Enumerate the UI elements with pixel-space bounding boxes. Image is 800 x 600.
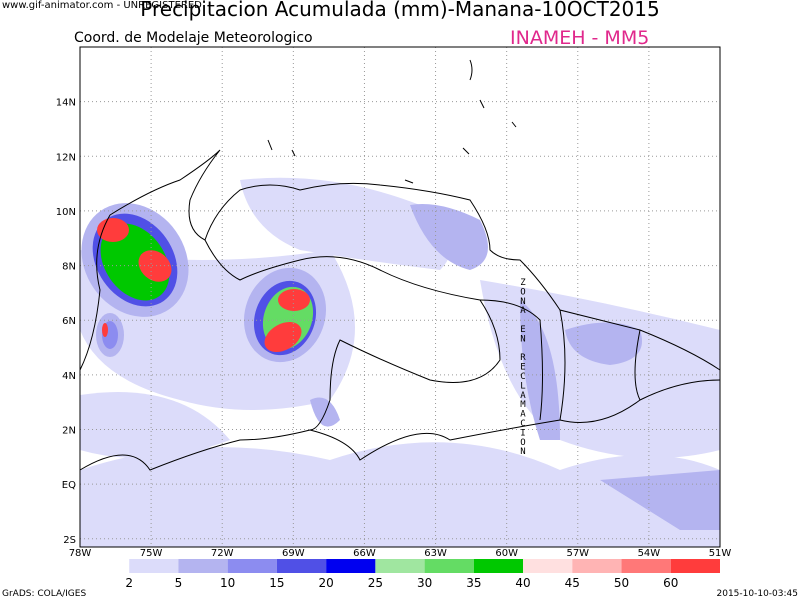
coastlines <box>79 59 721 471</box>
colorbar-label: 10 <box>220 576 235 590</box>
colorbar-label: 5 <box>175 576 183 590</box>
colorbar-box <box>326 559 376 573</box>
lon-label: 75W <box>140 548 163 559</box>
credit: GrADS: COLA/IGES <box>2 589 86 599</box>
timestamp: 2015-10-10-03:45 <box>717 589 799 599</box>
colorbar-box <box>523 559 573 573</box>
lon-label: 63W <box>424 548 447 559</box>
colorbar-box <box>670 559 720 573</box>
colorbar-box <box>375 559 425 573</box>
precipitation-field <box>80 177 720 547</box>
lon-label: 66W <box>353 548 376 559</box>
lat-label: 2N <box>62 426 76 437</box>
colorbar-label: 25 <box>368 576 383 590</box>
colorbar-label: 45 <box>565 576 580 590</box>
colorbar-box <box>80 559 130 573</box>
lat-label: 6N <box>62 316 76 327</box>
agency: INAMEH - MM5 <box>510 27 649 49</box>
lon-label: 72W <box>211 548 234 559</box>
colorbar-box <box>129 559 179 573</box>
title: Precipitacion Acumulada (mm)-Manana-10OC… <box>140 0 659 21</box>
lon-label: 60W <box>495 548 518 559</box>
lat-label: 2S <box>63 535 76 546</box>
lat-label: 12N <box>56 152 76 163</box>
colorbar-box <box>424 559 474 573</box>
colorbar-label: 15 <box>269 576 284 590</box>
colorbar-box <box>227 559 277 573</box>
colorbar-label: 60 <box>663 576 678 590</box>
annotation: ZONA EN RECLAMACION <box>518 278 528 457</box>
subtitle: Coord. de Modelaje Meteorologico <box>74 30 313 46</box>
colorbar-label: 40 <box>515 576 530 590</box>
watermark: www.gif-animator.com - UNREGISTERED <box>2 0 202 11</box>
colorbar-box <box>621 559 671 573</box>
lat-label: EQ <box>62 480 76 491</box>
colorbar-label: 35 <box>466 576 481 590</box>
plot-frame <box>79 46 721 548</box>
lat-label: 8N <box>62 262 76 273</box>
colorbar-box <box>276 559 327 573</box>
colorbar-label: 2 <box>125 576 133 590</box>
lat-label: 14N <box>56 98 76 109</box>
colorbar-label: 20 <box>319 576 334 590</box>
colorbar-box <box>178 559 228 573</box>
colorbar-box <box>572 559 622 573</box>
lon-label: 78W <box>69 548 92 559</box>
lon-label: 54W <box>638 548 661 559</box>
lat-label: 10N <box>56 207 76 218</box>
lat-label: 4N <box>62 371 76 382</box>
lon-label: 51W <box>709 548 732 559</box>
colorbar-box <box>473 559 524 573</box>
lon-label: 57W <box>566 548 589 559</box>
colorbar-label: 30 <box>417 576 432 590</box>
lon-label: 69W <box>282 548 305 559</box>
colorbar-label: 50 <box>614 576 629 590</box>
colorbar: 2 5 10 15 20 25 30 35 40 45 50 60 <box>80 559 720 590</box>
